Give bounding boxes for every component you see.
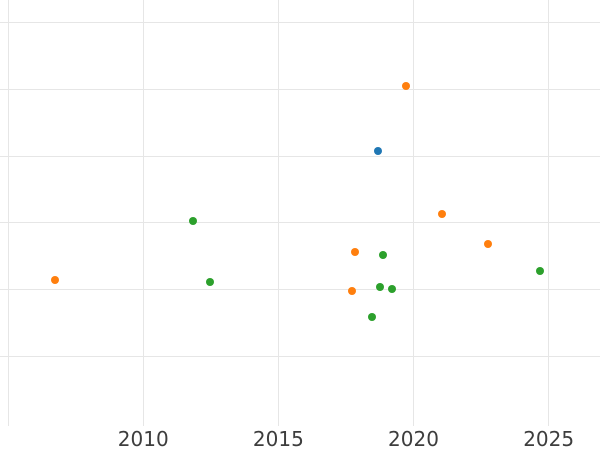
- gridline-vertical: [413, 0, 414, 426]
- data-point-green-series[interactable]: [376, 282, 384, 291]
- data-point-orange-series[interactable]: [402, 81, 411, 90]
- data-point-green-series[interactable]: [368, 313, 377, 322]
- data-point-green-series[interactable]: [205, 277, 214, 286]
- x-tick-label: 2020: [388, 427, 439, 450]
- gridline-horizontal: [0, 289, 600, 291]
- gridline-vertical: [548, 0, 550, 426]
- data-point-orange-series[interactable]: [50, 275, 59, 284]
- gridline-horizontal: [0, 222, 600, 224]
- x-tick-label: 2015: [252, 427, 304, 450]
- data-point-orange-series[interactable]: [350, 247, 359, 256]
- gridline-horizontal: [0, 356, 600, 358]
- gridline-horizontal: [0, 155, 600, 157]
- data-point-green-series[interactable]: [378, 251, 387, 260]
- gridline-horizontal: [0, 21, 600, 23]
- gridline-horizontal: [0, 88, 600, 90]
- data-point-orange-series[interactable]: [437, 210, 446, 219]
- gridline-vertical: [7, 0, 9, 426]
- data-point-blue-series[interactable]: [373, 147, 382, 156]
- data-point-green-series[interactable]: [536, 267, 544, 276]
- data-point-green-series[interactable]: [189, 216, 198, 225]
- gridline-vertical: [277, 0, 279, 426]
- x-tick-label: 2010: [117, 427, 169, 450]
- data-point-green-series[interactable]: [387, 285, 396, 294]
- gridline-vertical: [142, 0, 144, 426]
- data-point-orange-series[interactable]: [347, 286, 356, 295]
- x-tick-label: 2025: [523, 427, 575, 450]
- data-point-orange-series[interactable]: [483, 239, 492, 248]
